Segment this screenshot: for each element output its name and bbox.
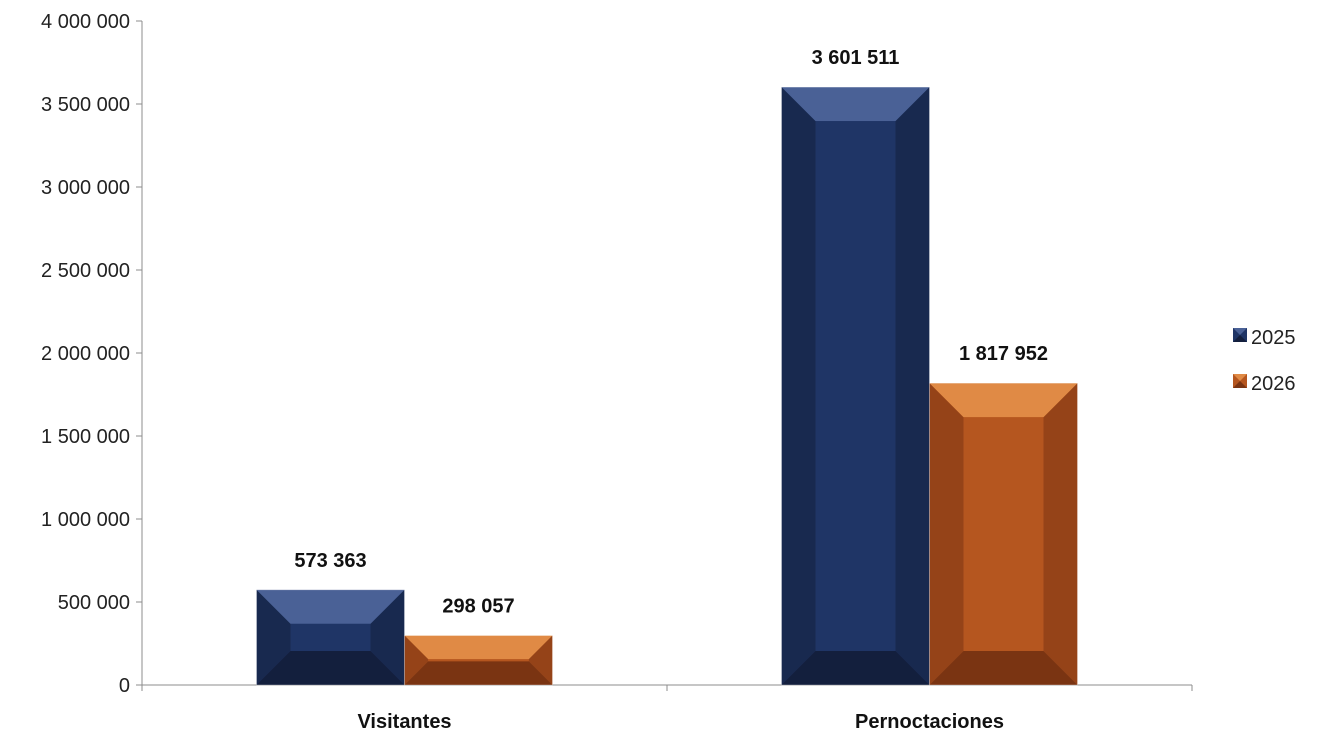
bar-2026-pernoctaciones [929,382,1078,686]
legend-item-2026: 2026 [1233,373,1296,395]
bars [256,86,1078,686]
data-label: 298 057 [442,596,514,618]
legend-item-2025: 2025 [1233,327,1296,349]
data-label: 3 601 511 [812,47,900,69]
bar-2025-visitantes [256,589,405,686]
y-tick-label: 4 000 000 [41,11,130,33]
data-label: 573 363 [294,550,366,572]
x-category-label: Pernoctaciones [855,711,1004,729]
data-label: 1 817 952 [959,343,1048,365]
bar-2025-pernoctaciones [781,86,930,686]
bar-2026-visitantes [404,635,553,686]
data-labels: 573 363 3 601 511 298 057 1 817 952 [294,47,1048,617]
legend: 2025 2026 [1233,327,1296,395]
legend-label: 2025 [1251,327,1296,349]
y-tick-label: 0 [119,675,130,697]
legend-label: 2026 [1251,373,1296,395]
y-tick-label: 500 000 [58,592,130,614]
y-tick-label: 3 000 000 [41,177,130,199]
y-tick-label: 1 000 000 [41,509,130,531]
axes: 0 500 000 1 000 000 1 500 000 2 000 000 2 500… [41,11,1193,729]
y-tick-label: 1 500 000 [41,426,130,448]
y-tick-label: 3 500 000 [41,94,130,116]
y-tick-label: 2 000 000 [41,343,130,365]
y-tick-label: 2 500 000 [41,260,130,282]
x-category-label: Visitantes [357,711,451,729]
